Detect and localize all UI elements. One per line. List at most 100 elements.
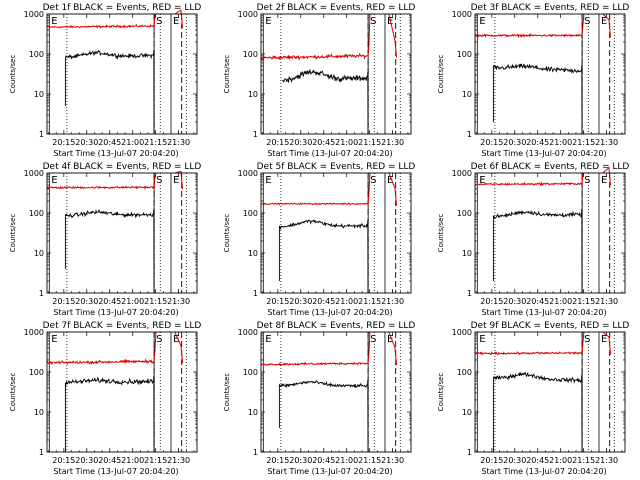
x-tick-label: 20:45 <box>526 456 549 465</box>
region-marker-label: S <box>156 175 162 186</box>
y-axis-label: Counts/sec <box>437 214 445 253</box>
x-tick-label: 21:15 <box>572 456 595 465</box>
panel-3: Det 3f BLACK = Events, RED = LLD Counts/s… <box>437 3 629 158</box>
series-lld-tail <box>602 166 612 186</box>
x-tick-label: 21:30 <box>595 456 618 465</box>
x-tick-label: 20:30 <box>289 297 312 306</box>
x-tick-label: 21:15 <box>144 138 167 147</box>
region-marker-label: S <box>370 334 376 345</box>
series-lld <box>474 172 585 187</box>
region-marker-label: S <box>156 334 162 345</box>
x-tick-label: 21:15 <box>572 297 595 306</box>
y-tick-label: 1000 <box>238 328 258 337</box>
y-tick-label: 1 <box>467 289 472 298</box>
x-tick-label: 20:30 <box>503 456 526 465</box>
y-tick-label: 100 <box>457 50 472 59</box>
plot-frame <box>474 172 626 294</box>
series-lld <box>260 172 371 206</box>
panel-7: Det 7f BLACK = Events, RED = LLD Counts/s… <box>9 321 201 476</box>
y-tick-label: 100 <box>243 209 258 218</box>
panel-title: Det 1f BLACK = Events, RED = LLD <box>43 3 202 13</box>
x-tick-label: 21:30 <box>595 138 618 147</box>
plot-frame <box>474 13 626 135</box>
x-tick-label: 21:15 <box>358 297 381 306</box>
panel-title: Det 9f BLACK = Events, RED = LLD <box>471 321 630 331</box>
x-tick-label: 21:00 <box>549 297 572 306</box>
x-tick-label: 21:00 <box>335 138 358 147</box>
x-tick-label: 21:30 <box>595 297 618 306</box>
series-events <box>492 371 583 453</box>
plot-frame <box>260 172 412 294</box>
x-axis-label: Start Time (13-Jul-07 20:04:20) <box>267 149 392 158</box>
y-tick-label: 1000 <box>452 10 472 19</box>
x-tick-label: 21:15 <box>144 456 167 465</box>
x-tick-label: 20:30 <box>289 138 312 147</box>
region-marker-label: S <box>370 175 376 186</box>
x-tick-label: 20:45 <box>98 138 121 147</box>
y-tick-label: 1000 <box>452 328 472 337</box>
y-tick-label: 1000 <box>24 169 44 178</box>
series-events <box>492 208 583 294</box>
panel-1: Det 1f BLACK = Events, RED = LLD Counts/s… <box>9 3 201 158</box>
series-lld <box>474 13 585 39</box>
plot-frame <box>46 13 198 135</box>
series-lld <box>46 331 157 366</box>
region-marker-label: E <box>387 175 393 186</box>
y-tick-label: 100 <box>29 50 44 59</box>
y-tick-label: 1 <box>253 289 258 298</box>
x-tick-label: 21:00 <box>335 456 358 465</box>
region-marker-label: S <box>584 175 590 186</box>
x-tick-label: 20:30 <box>75 138 98 147</box>
region-marker-label: E <box>601 334 607 345</box>
series-lld-tail <box>388 13 398 58</box>
y-tick-label: 10 <box>34 90 44 99</box>
x-tick-label: 20:15 <box>266 297 289 306</box>
plot-frame <box>474 331 626 453</box>
y-tick-label: 1000 <box>24 328 44 337</box>
x-tick-label: 20:45 <box>98 297 121 306</box>
series-lld-tail <box>174 170 184 190</box>
region-marker-label: S <box>584 334 590 345</box>
series-lld <box>46 172 157 190</box>
region-marker-label: S <box>156 16 162 27</box>
y-tick-label: 1000 <box>238 169 258 178</box>
region-marker-label: E <box>265 334 271 345</box>
region-marker-label: E <box>479 175 485 186</box>
x-tick-label: 21:30 <box>381 138 404 147</box>
region-marker-label: E <box>479 16 485 27</box>
y-tick-label: 1 <box>39 448 44 457</box>
region-marker-label: E <box>387 334 393 345</box>
panel-title: Det 3f BLACK = Events, RED = LLD <box>471 3 630 13</box>
x-tick-label: 20:15 <box>480 138 503 147</box>
x-tick-label: 21:15 <box>358 138 381 147</box>
y-tick-label: 1 <box>39 289 44 298</box>
x-axis-label: Start Time (13-Jul-07 20:04:20) <box>53 467 178 476</box>
x-axis-label: Start Time (13-Jul-07 20:04:20) <box>267 467 392 476</box>
region-marker-label: E <box>265 16 271 27</box>
x-tick-label: 21:30 <box>167 138 190 147</box>
x-tick-label: 20:45 <box>312 456 335 465</box>
region-marker-label: E <box>601 175 607 186</box>
y-axis-label: Counts/sec <box>223 373 231 412</box>
x-tick-label: 21:30 <box>167 297 190 306</box>
y-tick-label: 10 <box>248 90 258 99</box>
x-tick-label: 20:30 <box>75 297 98 306</box>
y-tick-label: 1 <box>467 448 472 457</box>
region-marker-label: E <box>173 175 179 186</box>
y-tick-label: 10 <box>248 408 258 417</box>
x-tick-label: 20:15 <box>266 456 289 465</box>
x-axis-label: Start Time (13-Jul-07 20:04:20) <box>481 308 606 317</box>
x-tick-label: 21:00 <box>121 138 144 147</box>
x-axis-label: Start Time (13-Jul-07 20:04:20) <box>53 308 178 317</box>
x-tick-label: 20:30 <box>503 297 526 306</box>
panel-title: Det 8f BLACK = Events, RED = LLD <box>257 321 416 331</box>
y-axis-label: Counts/sec <box>437 373 445 412</box>
panel-2: Det 2f BLACK = Events, RED = LLD Counts/s… <box>223 3 415 158</box>
y-tick-label: 1000 <box>452 169 472 178</box>
y-tick-label: 100 <box>29 209 44 218</box>
x-axis-label: Start Time (13-Jul-07 20:04:20) <box>481 149 606 158</box>
region-marker-label: E <box>479 334 485 345</box>
x-tick-label: 21:15 <box>358 456 381 465</box>
x-tick-label: 20:45 <box>312 297 335 306</box>
